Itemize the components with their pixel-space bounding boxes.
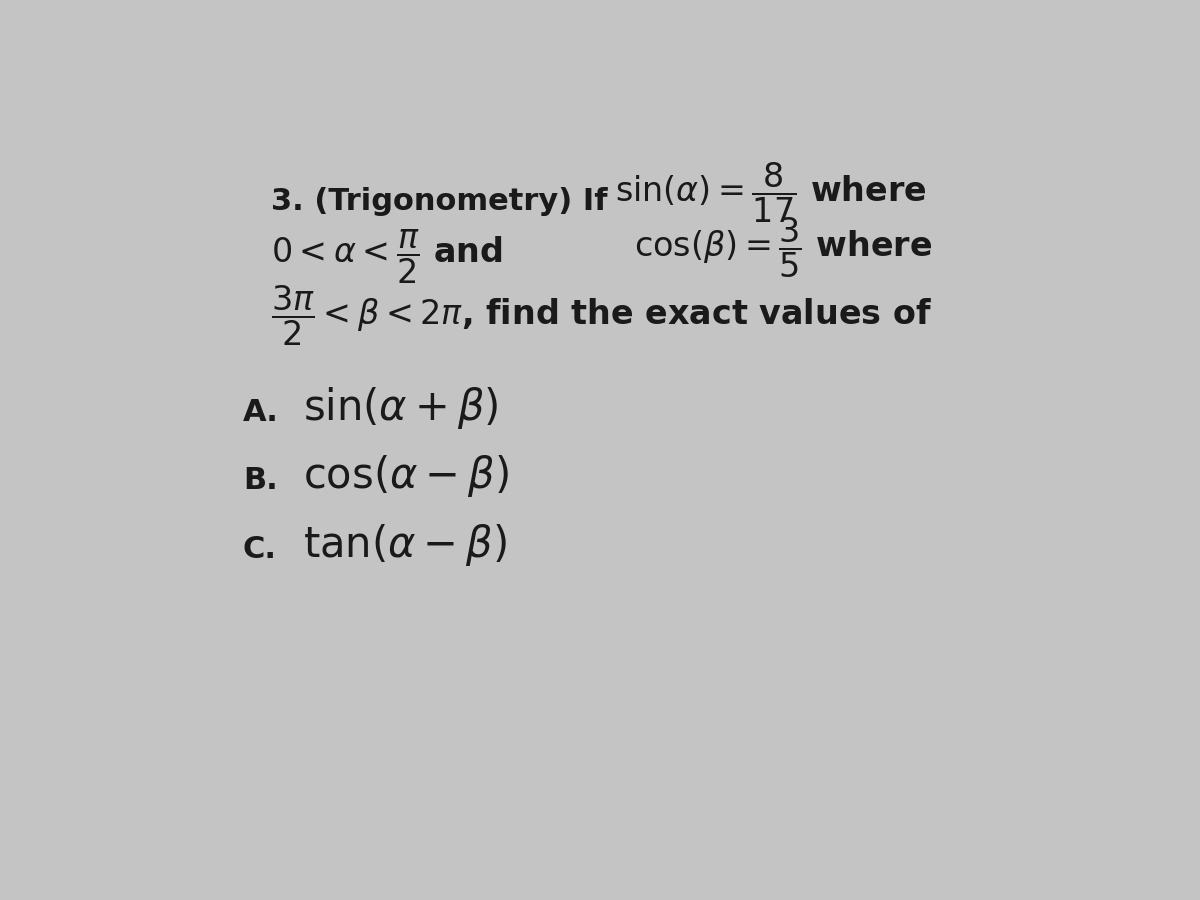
Text: C.: C. xyxy=(242,535,277,564)
Text: $\sin(\alpha) = \dfrac{8}{17}$ where: $\sin(\alpha) = \dfrac{8}{17}$ where xyxy=(616,160,926,225)
Text: 3. (Trigonometry) If: 3. (Trigonometry) If xyxy=(271,187,607,216)
Text: $\cos(\beta) = \dfrac{3}{5}$ where: $\cos(\beta) = \dfrac{3}{5}$ where xyxy=(634,216,931,280)
Text: $0 < \alpha < \dfrac{\pi}{2}$ and: $0 < \alpha < \dfrac{\pi}{2}$ and xyxy=(271,228,503,286)
Text: A.: A. xyxy=(242,399,278,427)
Text: B.: B. xyxy=(242,466,277,495)
Text: $\tan(\alpha - \beta)$: $\tan(\alpha - \beta)$ xyxy=(304,522,508,568)
Text: $\sin(\alpha + \beta)$: $\sin(\alpha + \beta)$ xyxy=(304,385,499,431)
Text: $\dfrac{3\pi}{2} < \beta < 2\pi$, find the exact values of: $\dfrac{3\pi}{2} < \beta < 2\pi$, find t… xyxy=(271,284,932,348)
Text: $\cos(\alpha - \beta)$: $\cos(\alpha - \beta)$ xyxy=(304,453,510,499)
